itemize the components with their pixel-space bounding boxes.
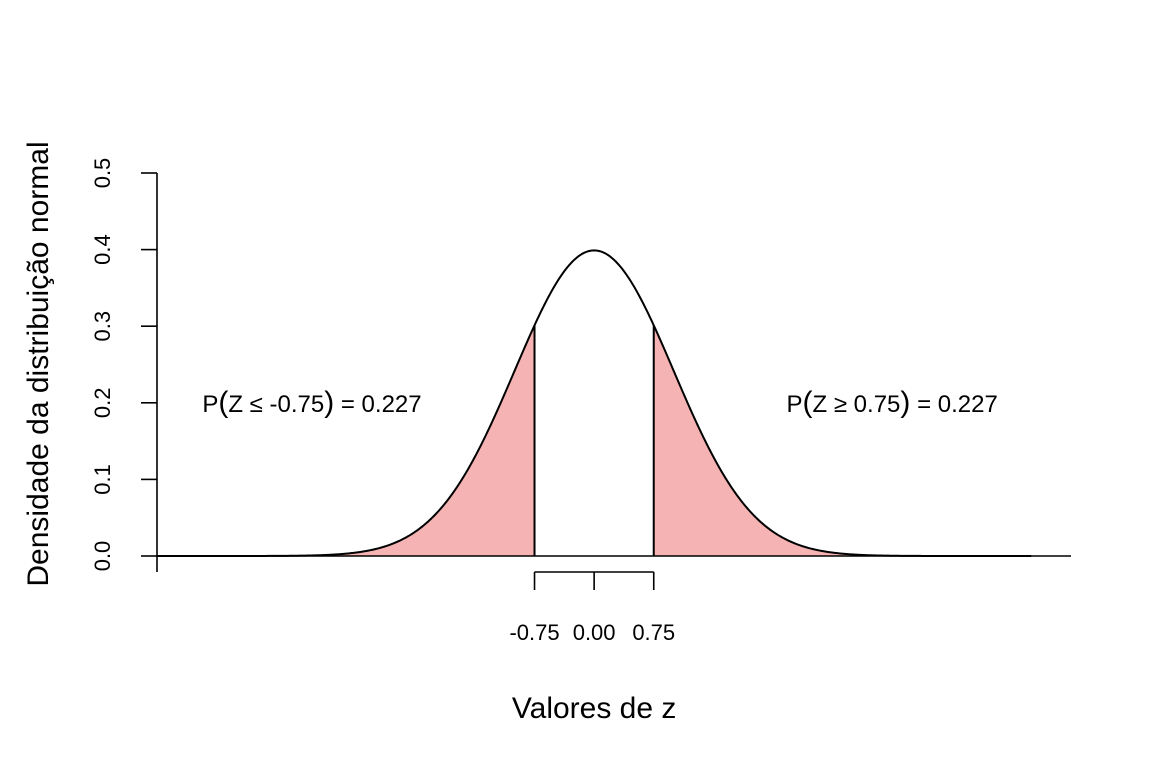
y-axis-ticks: 0.0 0.1 0.2 0.3 0.4 0.5: [90, 158, 158, 572]
y-tick-label: 0.2: [90, 388, 115, 419]
tail-boundaries: [533, 325, 655, 556]
y-axis: 0.0 0.1 0.2 0.3 0.4 0.5: [90, 158, 158, 572]
x-axis: -0.75 0.00 0.75: [509, 571, 675, 645]
shaded-tails: [157, 325, 1032, 556]
annotation-left: P(Z ≤ -0.75) = 0.227: [202, 386, 421, 419]
x-tick-label: 0.75: [632, 620, 675, 645]
x-tick-label: -0.75: [509, 620, 559, 645]
y-tick-label: 0.3: [90, 311, 115, 342]
shaded-region-right: [653, 325, 1032, 556]
x-tick-label: 0.00: [573, 620, 616, 645]
x-axis-ticks: -0.75 0.00 0.75: [509, 572, 675, 645]
y-tick-label: 0.1: [90, 464, 115, 495]
y-tick-label: 0.4: [90, 234, 115, 265]
annotation-right: P(Z ≥ 0.75) = 0.227: [787, 386, 998, 419]
y-tick-label: 0.5: [90, 158, 115, 189]
x-axis-title: Valores de z: [512, 692, 677, 725]
y-axis-title: Densidade da distribuição normal: [22, 141, 55, 586]
y-tick-label: 0.0: [90, 541, 115, 572]
shaded-region-left: [157, 325, 535, 556]
probability-annotations: P(Z ≤ -0.75) = 0.227 P(Z ≥ 0.75) = 0.227: [202, 386, 998, 419]
